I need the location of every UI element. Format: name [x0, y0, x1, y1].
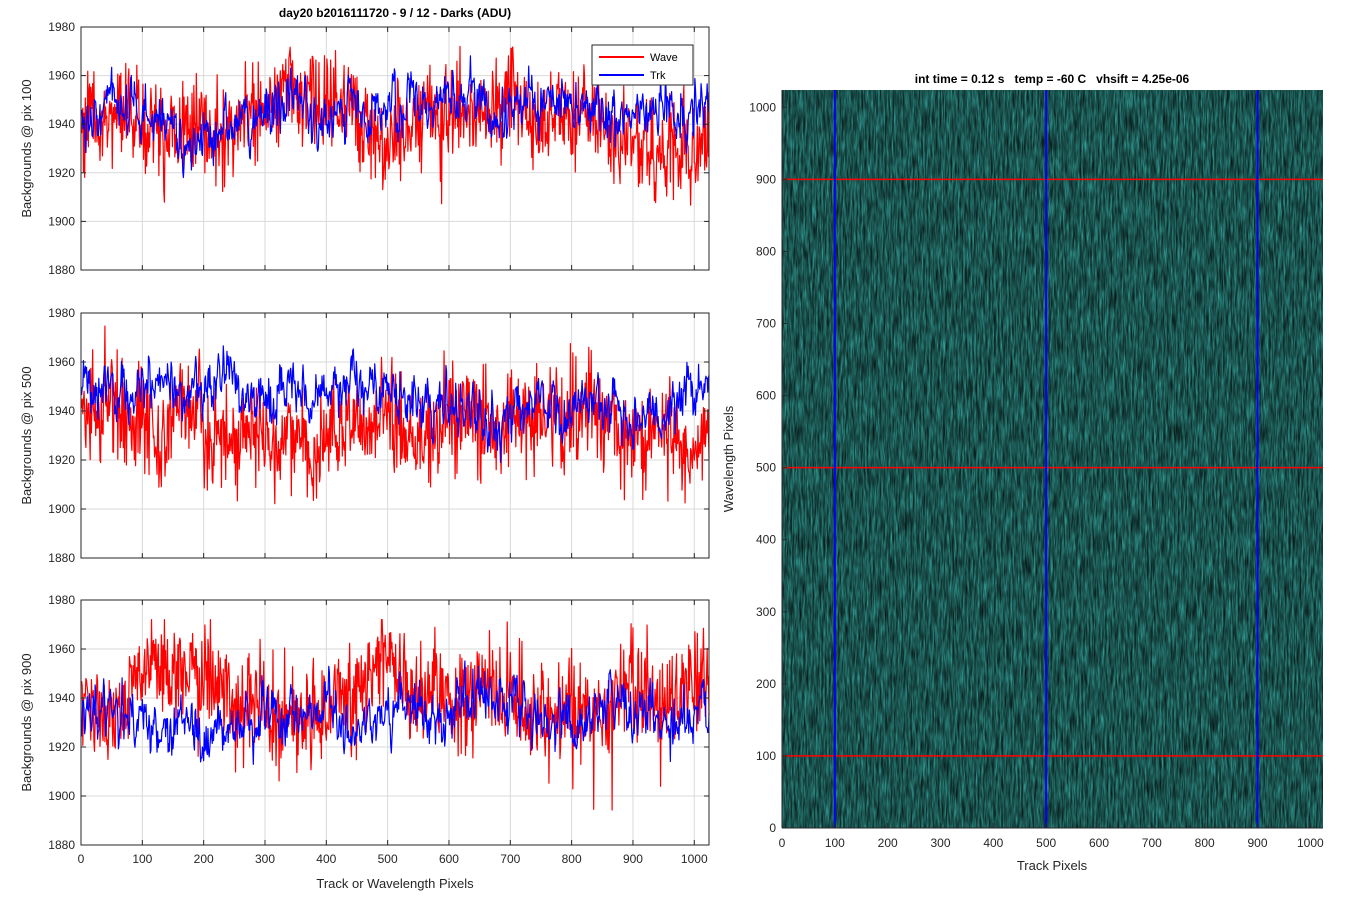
heatmap-ylabel: Wavelength Pixels	[721, 405, 736, 512]
heatmap-ytick-label: 300	[756, 605, 776, 619]
figure-title: day20 b2016111720 - 9 / 12 - Darks (ADU)	[279, 6, 511, 20]
ytick-label: 1920	[48, 166, 75, 180]
xtick-label: 600	[439, 852, 459, 866]
xtick-label: 900	[623, 852, 643, 866]
xtick-label: 0	[78, 852, 85, 866]
series-line-wave	[81, 45, 710, 206]
legend-label-wave: Wave	[650, 52, 678, 64]
axes-box	[80, 312, 710, 559]
line-panel-3: 1880 1900 1920 1940 1960 1980 0 100 200 300 400 500…	[19, 593, 710, 866]
xtick-label: 100	[132, 852, 152, 866]
heatmap-xtick-label: 400	[983, 836, 1003, 850]
xtick-label: 300	[255, 852, 275, 866]
series-line-wave	[81, 619, 710, 811]
heatmap-xtick-label: 1000	[1297, 836, 1324, 850]
heatmap-xtick-label: 600	[1089, 836, 1109, 850]
xtick-label: 200	[194, 852, 214, 866]
ytick-label: 1880	[48, 551, 75, 565]
heatmap-ytick-label: 0	[769, 821, 776, 835]
ytick-label: 1900	[48, 502, 75, 516]
heatmap-xtick-label: 700	[1142, 836, 1162, 850]
ylabel: Backgrounds @ pix 100	[19, 79, 34, 217]
heatmap-ytick-label: 400	[756, 533, 776, 547]
heatmap-ytick-label: 500	[756, 461, 776, 475]
heatmap-ytick-label: 1000	[749, 100, 776, 114]
line-xlabel: Track or Wavelength Pixels	[316, 876, 474, 891]
ytick-label: 1940	[48, 404, 75, 418]
heatmap-ytick-label: 100	[756, 749, 776, 763]
ytick-label: 1880	[48, 263, 75, 277]
ytick-label: 1920	[48, 453, 75, 467]
heatmap-xlabel: Track Pixels	[1017, 858, 1088, 873]
heatmap-image	[782, 90, 1323, 828]
ylabel: Backgrounds @ pix 500	[19, 366, 34, 504]
ytick-label: 1960	[48, 69, 75, 83]
ytick-label: 1980	[48, 20, 75, 34]
xtick-label: 800	[562, 852, 582, 866]
ytick-label: 1880	[48, 838, 75, 852]
series-line-trk	[81, 345, 710, 463]
legend: Wave Trk	[591, 44, 694, 86]
heatmap-ytick-label: 900	[756, 172, 776, 186]
heatmap-xtick-label: 800	[1195, 836, 1215, 850]
ytick-label: 1940	[48, 117, 75, 131]
line-panel-2: 1880 1900 1920 1940 1960 1980 Backgrounds @ pi…	[19, 306, 710, 565]
heatmap-xtick-label: 300	[930, 836, 950, 850]
series-line-trk	[81, 55, 710, 179]
xtick-label: 400	[316, 852, 336, 866]
ytick-label: 1980	[48, 593, 75, 607]
heatmap-xtick-label: 900	[1247, 836, 1267, 850]
ytick-label: 1900	[48, 789, 75, 803]
ylabel: Backgrounds @ pix 900	[19, 653, 34, 791]
heatmap-title: int time = 0.12 s temp = -60 C vhsift = …	[915, 72, 1190, 86]
xtick-label: 500	[378, 852, 398, 866]
heatmap-panel: int time = 0.12 s temp = -60 C vhsift = …	[721, 72, 1324, 873]
legend-label-trk: Trk	[650, 70, 666, 82]
heatmap-ytick-label: 800	[756, 244, 776, 258]
xtick-label: 700	[500, 852, 520, 866]
heatmap-ytick-label: 700	[756, 317, 776, 331]
ytick-label: 1940	[48, 691, 75, 705]
heatmap-ytick-label: 600	[756, 389, 776, 403]
ytick-label: 1960	[48, 355, 75, 369]
ytick-label: 1900	[48, 214, 75, 228]
axes-box	[80, 599, 710, 846]
heatmap-xtick-label: 100	[825, 836, 845, 850]
ytick-label: 1960	[48, 642, 75, 656]
heatmap-xtick-label: 0	[779, 836, 786, 850]
ytick-label: 1980	[48, 306, 75, 320]
heatmap-xtick-label: 200	[878, 836, 898, 850]
xtick-label: 1000	[681, 852, 708, 866]
axes-box	[80, 26, 710, 271]
ytick-label: 1920	[48, 740, 75, 754]
heatmap-ytick-label: 200	[756, 677, 776, 691]
heatmap-xtick-label: 500	[1036, 836, 1056, 850]
series-line-trk	[81, 660, 710, 765]
